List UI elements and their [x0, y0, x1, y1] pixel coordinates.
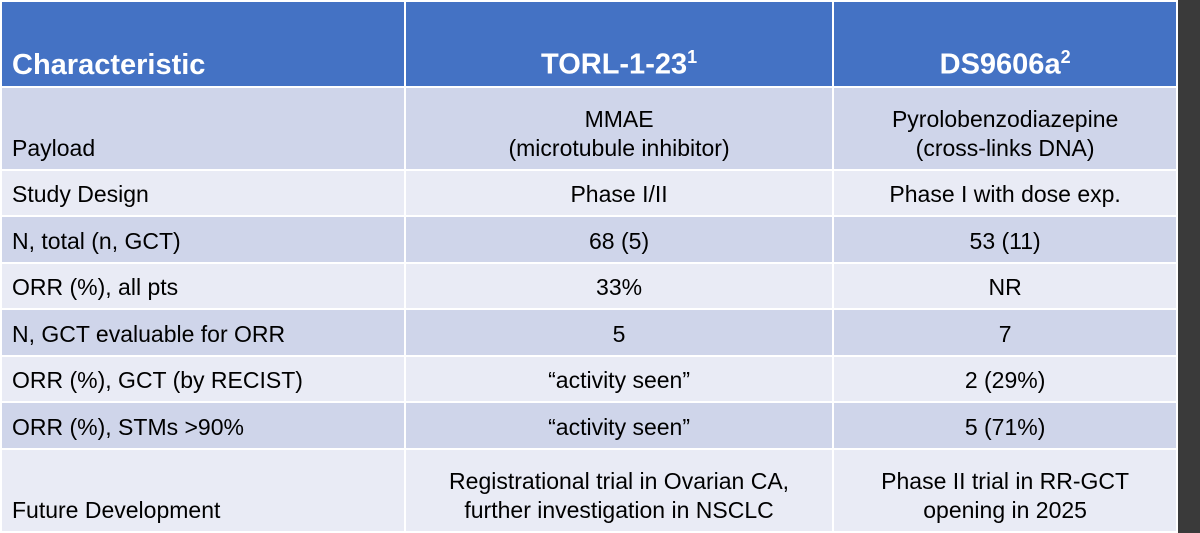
- cell: Phase I with dose exp.: [832, 168, 1178, 218]
- cell-text: 68 (5): [589, 227, 650, 254]
- row-label: Future Development: [0, 447, 406, 533]
- cell-text: ORR (%), STMs >90%: [12, 413, 244, 440]
- table-row: ORR (%), all pts 33% NR: [0, 261, 1178, 311]
- superscript: 1: [687, 47, 698, 68]
- cell-text: Registrational trial in Ovarian CA,: [449, 468, 790, 494]
- header-text: Characteristic: [12, 49, 206, 81]
- table-row: Study Design Phase I/II Phase I with dose …: [0, 168, 1178, 218]
- cell-text: Phase I/II: [570, 181, 668, 208]
- header-cell: DS9606a2: [832, 0, 1178, 88]
- cell-text: further investigation in NSCLC: [464, 497, 774, 523]
- table-row: ORR (%), STMs >90% “activity seen” 5 (71%): [0, 401, 1178, 450]
- row-label: N, total (n, GCT): [0, 215, 406, 264]
- cell: 68 (5): [403, 215, 835, 264]
- cell-text: Phase I with dose exp.: [889, 181, 1121, 208]
- table-row: ORR (%), GCT (by RECIST) “activity seen” 2…: [0, 354, 1178, 404]
- header-text: TORL-1-23: [541, 49, 688, 81]
- cell-text: 7: [998, 320, 1012, 347]
- cell: 7: [832, 308, 1178, 357]
- cell-text: “activity seen”: [548, 413, 690, 440]
- cell-text: Study Design: [12, 181, 149, 208]
- cell: Phase II trial in RR-GCT opening in 2025: [832, 447, 1178, 533]
- cell-text: N, total (n, GCT): [12, 227, 181, 254]
- table-header: Characteristic TORL-1-231 DS9606a2: [0, 0, 1178, 88]
- cell: Pyrolobenzodiazepine (cross-links DNA): [832, 86, 1178, 171]
- cell: Phase I/II: [403, 168, 835, 218]
- cell-text: NR: [988, 274, 1022, 301]
- header-cell: Characteristic: [0, 0, 406, 88]
- row-label: N, GCT evaluable for ORR: [0, 308, 406, 357]
- cell-text: 5 (71%): [964, 413, 1046, 440]
- table-row: N, total (n, GCT) 68 (5) 53 (11): [0, 215, 1178, 264]
- cell: 33%: [403, 261, 835, 311]
- cell-text: N, GCT evaluable for ORR: [12, 320, 286, 347]
- cell-text: (cross-links DNA): [915, 134, 1095, 161]
- cell-text: Payload: [12, 134, 96, 161]
- cell-text: opening in 2025: [923, 497, 1087, 523]
- row-label: ORR (%), all pts: [0, 261, 406, 311]
- header-text: DS9606a: [939, 49, 1061, 81]
- header-row: Characteristic TORL-1-231 DS9606a2: [0, 0, 1178, 88]
- table-body: Payload MMAE (microtubule inhibitor) Pyrolo…: [0, 86, 1178, 533]
- cell-text: Phase II trial in RR-GCT: [881, 468, 1130, 494]
- row-label: Study Design: [0, 168, 406, 218]
- header-cell: TORL-1-231: [403, 0, 835, 88]
- cell-text: Pyrolobenzodiazepine: [891, 105, 1119, 132]
- cell-text: 53 (11): [969, 227, 1041, 254]
- cell-text: MMAE: [584, 105, 654, 132]
- cell-text: 33%: [596, 274, 643, 301]
- cell: 5 (71%): [832, 401, 1178, 450]
- cell-text: ORR (%), GCT (by RECIST): [12, 367, 303, 394]
- table-row: Payload MMAE (microtubule inhibitor) Pyrolo…: [0, 86, 1178, 171]
- cell-text: “activity seen”: [548, 367, 690, 394]
- cell-text: Future Development: [12, 497, 221, 523]
- cell: “activity seen”: [403, 401, 835, 450]
- cell: “activity seen”: [403, 354, 835, 404]
- cell: 53 (11): [832, 215, 1178, 264]
- row-label: ORR (%), STMs >90%: [0, 401, 406, 450]
- superscript: 2: [1060, 47, 1071, 68]
- cell-text: (microtubule inhibitor): [508, 134, 730, 161]
- row-label: Payload: [0, 86, 406, 171]
- cell: Registrational trial in Ovarian CA, furth…: [403, 447, 835, 533]
- table-row: N, GCT evaluable for ORR 5 7: [0, 308, 1178, 357]
- cell-text: 2 (29%): [964, 367, 1046, 394]
- cell: 2 (29%): [832, 354, 1178, 404]
- row-label: ORR (%), GCT (by RECIST): [0, 354, 406, 404]
- cell: MMAE (microtubule inhibitor): [403, 86, 835, 171]
- cell: NR: [832, 261, 1178, 311]
- cell-text: ORR (%), all pts: [12, 274, 179, 301]
- cell: 5: [403, 308, 835, 357]
- table-row: Future Development Registrational trial i…: [0, 447, 1178, 533]
- cell-text: 5: [612, 320, 626, 347]
